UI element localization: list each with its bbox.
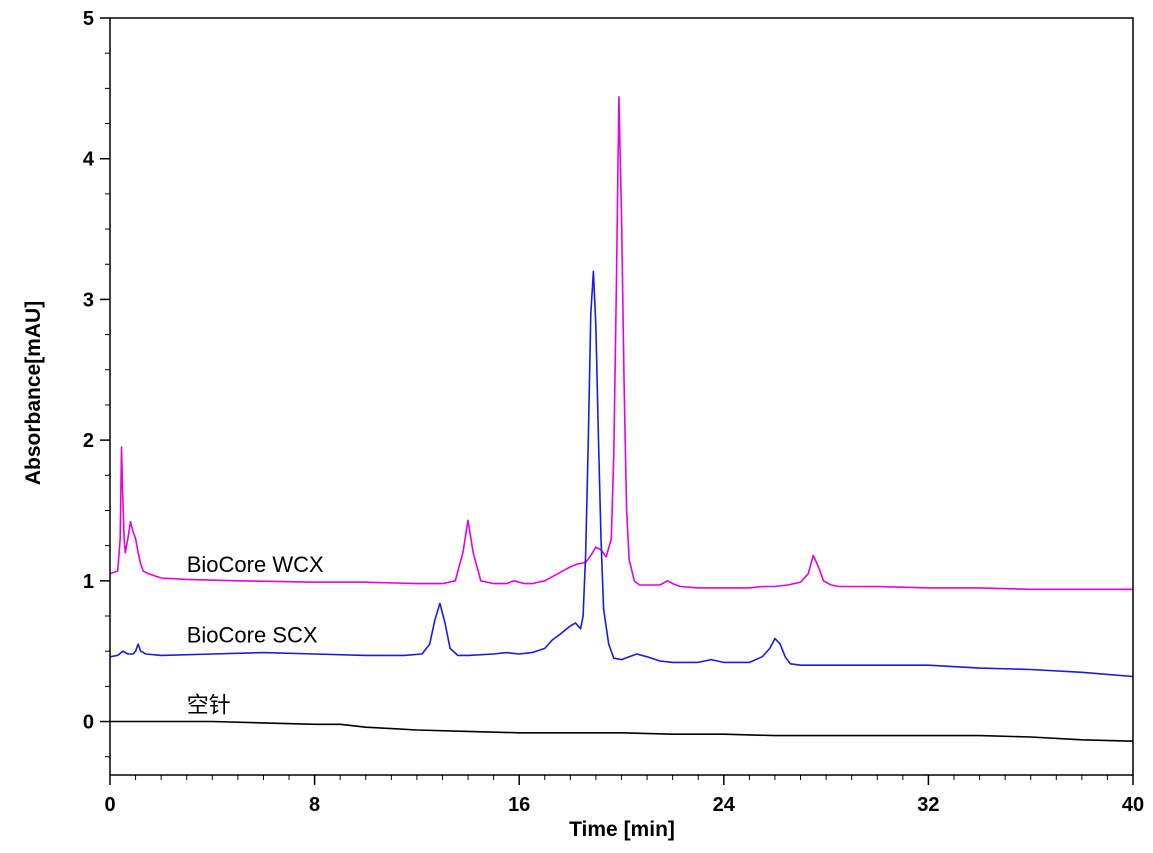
y-tick-label: 4 bbox=[83, 149, 95, 171]
x-tick-label: 32 bbox=[917, 794, 939, 816]
y-tick-label: 1 bbox=[83, 571, 94, 593]
x-axis-title: Time [min] bbox=[569, 818, 675, 841]
trace-label-2: 空针 bbox=[187, 693, 231, 718]
y-tick-label: 2 bbox=[83, 430, 94, 452]
trace-label-0: BioCore WCX bbox=[187, 552, 324, 577]
plot-traces bbox=[109, 96, 1134, 742]
y-tick-label: 5 bbox=[83, 8, 94, 30]
trace-labels: BioCore WCX BioCore SCX 空针 bbox=[187, 552, 324, 718]
trace-line-1 bbox=[109, 270, 1134, 678]
y-tick-label: 0 bbox=[83, 712, 94, 734]
y-axis-title: Absorbance[mAU] bbox=[22, 301, 45, 485]
trace-line-0 bbox=[109, 96, 1133, 591]
x-tick-label: 16 bbox=[508, 794, 530, 816]
y-tick-label: 3 bbox=[83, 289, 94, 311]
trace-line-2 bbox=[110, 720, 1134, 742]
x-tick-label: 0 bbox=[104, 794, 115, 816]
trace-label-1: BioCore SCX bbox=[187, 622, 318, 647]
x-tick-label: 24 bbox=[713, 794, 736, 816]
x-tick-label: 8 bbox=[309, 794, 320, 816]
axes: 0 8 16 24 32 40 0 1 2 3 4 5 bbox=[83, 8, 1144, 816]
x-tick-label: 40 bbox=[1122, 794, 1144, 816]
plot-frame bbox=[109, 17, 1134, 776]
